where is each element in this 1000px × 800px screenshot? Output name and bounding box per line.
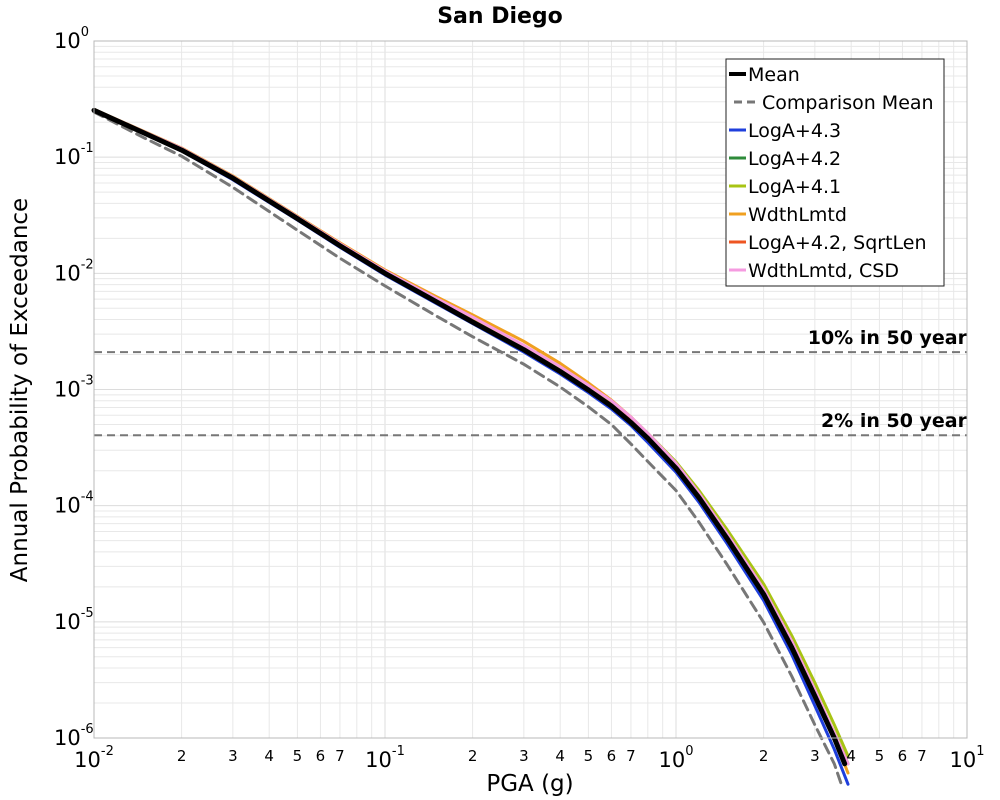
legend-entry-label: LogA+4.2	[748, 148, 841, 170]
y-tick-label: 10-2	[54, 257, 94, 285]
x-minor-tick-label: 3	[228, 747, 238, 765]
legend: Mean Comparison Mean LogA+4.3 LogA+4.2 LogA+…	[725, 58, 945, 287]
legend-entry-label: WdthLmtd	[748, 204, 847, 226]
y-tick-label: 10-5	[54, 606, 94, 634]
y-tick-label: 100	[54, 25, 89, 53]
x-minor-tick-label: 6	[316, 747, 326, 765]
plot-area	[91, 107, 850, 786]
legend-entry-label: LogA+4.2, SqrtLen	[748, 232, 927, 254]
x-minor-tick-label: 7	[335, 747, 345, 765]
legend-entry-label: WdthLmtd, CSD	[748, 260, 899, 282]
x-minor-tick-label: 5	[293, 747, 303, 765]
x-minor-tick-label: 2	[468, 747, 478, 765]
x-minor-tick-label: 7	[917, 747, 927, 765]
x-minor-tick-label: 4	[846, 747, 856, 765]
series-line-mean	[91, 107, 848, 767]
x-minor-tick-label: 2	[759, 747, 769, 765]
reference-line-label: 2% in 50 year	[821, 410, 968, 432]
grid	[93, 41, 967, 739]
x-minor-tick-label: 7	[626, 747, 636, 765]
series-line-comparison-mean	[92, 110, 843, 786]
x-minor-tick-label: 5	[584, 747, 594, 765]
x-minor-tick-label: 3	[519, 747, 529, 765]
x-minor-tick-label: 6	[607, 747, 617, 765]
x-minor-tick-label: 6	[898, 747, 908, 765]
y-axis-label: Annual Probability of Exceedance	[7, 198, 33, 582]
reference-lines: 10% in 50 year 2% in 50 year	[94, 327, 968, 437]
x-minor-tick-label: 2	[177, 747, 187, 765]
legend-entry-label: LogA+4.3	[748, 120, 841, 142]
legend-entry-label: Mean	[748, 64, 800, 86]
x-minor-tick-label: 4	[555, 747, 565, 765]
plot-frame	[93, 40, 968, 739]
x-minor-tick-label: 3	[810, 747, 820, 765]
chart-title: San Diego	[437, 4, 563, 29]
y-axis-ticks: 100 10-1 10-2 10-3 10-4 10-5 10-6	[54, 25, 94, 750]
x-minor-tick-label: 4	[264, 747, 274, 765]
y-tick-label: 10-4	[54, 490, 94, 518]
y-tick-label: 10-3	[54, 374, 94, 402]
y-tick-label: 10-1	[54, 141, 94, 169]
reference-line-label: 10% in 50 year	[808, 327, 968, 349]
x-tick-label: 100	[658, 744, 693, 772]
y-tick-label: 10-6	[54, 722, 94, 750]
x-minor-tick-label: 5	[875, 747, 885, 765]
legend-box	[725, 58, 945, 287]
x-tick-label: 10-1	[365, 744, 405, 772]
x-axis-label: PGA (g)	[486, 771, 573, 797]
x-tick-label: 101	[949, 744, 984, 772]
legend-entry-label: Comparison Mean	[762, 92, 934, 114]
legend-entry-label: LogA+4.1	[748, 176, 841, 198]
